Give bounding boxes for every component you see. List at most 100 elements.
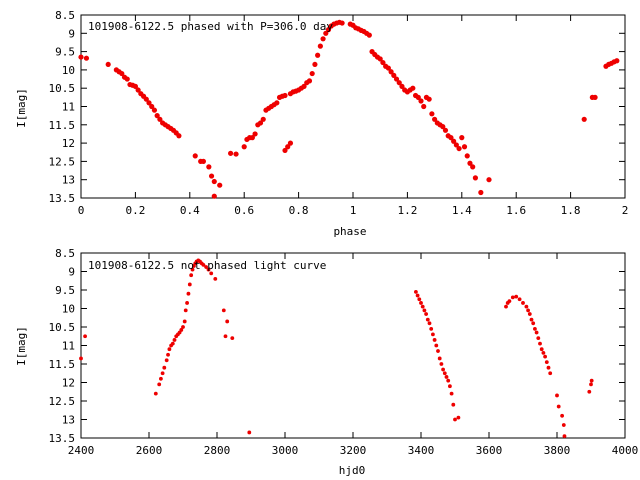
phased-data-point (228, 150, 234, 156)
phased-data-point (309, 70, 315, 77)
phased-y-tick-label: 13.5 (49, 192, 76, 205)
unphased-data-point (526, 308, 530, 313)
phased-data-point (451, 138, 457, 144)
phased-data-point (252, 131, 258, 137)
phased-data-point (282, 92, 288, 99)
unphased-data-point (536, 336, 541, 340)
unphased-data-point (436, 349, 440, 353)
unphased-data-point (157, 382, 162, 387)
phased-data-point (282, 147, 288, 154)
unphased-data-point (514, 294, 519, 299)
unphased-y-tick-label: 10.5 (49, 321, 76, 334)
phased-y-tick-labels: 8.5 9 9.5 10 10.5 11 11.5 12 12.5 13 13.5 (49, 9, 76, 205)
phased-data-point (211, 178, 217, 185)
phased-data-point (132, 83, 138, 89)
phased-data-point (448, 135, 454, 141)
unphased-data-point (444, 375, 449, 379)
unphased-data-point (83, 334, 87, 339)
phased-data-point (320, 36, 326, 42)
unphased-data-point (541, 351, 546, 355)
phased-data-point (391, 72, 397, 78)
unphased-y-tick-label: 13.5 (49, 432, 76, 445)
unphased-data-point (521, 301, 525, 305)
unphased-data-point (164, 358, 169, 363)
phased-data-point (461, 144, 468, 150)
unphased-y-axis-label: I[mag] (15, 326, 28, 366)
phased-data-point (135, 87, 141, 93)
phased-x-tick-label: 0.8 (289, 204, 309, 217)
unphased-y-tick-label: 9 (68, 266, 75, 279)
unphased-light-curve-panel: 2400 2600 2800 3000 3200 3400 3600 3800 4000 8.5… (15, 247, 638, 477)
phased-data-point (312, 61, 318, 68)
phased-y-tick-label: 9 (68, 27, 75, 40)
unphased-data-point (221, 308, 226, 313)
unphased-data-point (429, 326, 434, 331)
unphased-data-point (201, 262, 206, 267)
unphased-y-tick-label: 13 (62, 414, 75, 427)
unphased-data-point (524, 304, 529, 309)
unphased-data-point (533, 326, 537, 331)
unphased-data-point (546, 365, 551, 370)
phased-data-point (388, 69, 394, 75)
unphased-data-point (437, 356, 442, 361)
phased-data-point (410, 85, 416, 91)
unphased-data-point (172, 338, 177, 342)
phased-data-point (317, 43, 323, 49)
phased-y-tick-label: 12.5 (49, 155, 76, 168)
phased-y-tick-label: 10.5 (49, 82, 76, 95)
unphased-data-point (555, 393, 559, 398)
phased-data-point (208, 173, 215, 179)
phased-x-tick-label: 1.8 (561, 204, 581, 217)
phased-data-point (396, 80, 402, 86)
unphased-data-point (439, 362, 444, 366)
phased-data-point (143, 96, 149, 102)
unphased-data-point (189, 273, 194, 278)
phased-data-point (78, 54, 84, 60)
phased-data-point (421, 103, 427, 110)
unphased-data-point (589, 378, 594, 383)
unphased-x-tick-labels: 2400 2600 2800 3000 3200 3400 3600 3800 4000 (68, 444, 639, 457)
unphased-data-point (182, 319, 187, 324)
phased-data-point (124, 76, 130, 82)
phased-data-point (478, 189, 484, 196)
unphased-data-point (414, 289, 418, 294)
unphased-data-point (556, 404, 561, 409)
phased-y-tick-label: 12 (62, 137, 75, 150)
unphased-data-points (79, 258, 594, 439)
unphased-data-point (507, 299, 512, 303)
unphased-data-point (185, 301, 189, 305)
phased-data-point (614, 58, 620, 64)
unphased-y-tick-label: 12 (62, 377, 75, 390)
phased-data-point (486, 177, 492, 183)
unphased-data-point (534, 330, 539, 335)
phased-data-point (339, 20, 345, 26)
phased-x-tick-label: 0 (78, 204, 85, 217)
phased-data-point (464, 153, 470, 159)
phased-data-point (157, 116, 163, 122)
unphased-data-point (186, 291, 191, 296)
unphased-data-point (153, 391, 158, 396)
unphased-data-point (213, 277, 218, 281)
unphased-data-point (160, 371, 165, 376)
phased-data-point (418, 98, 424, 104)
phased-y-tick-label: 11.5 (49, 119, 76, 132)
phased-x-tick-label: 2 (622, 204, 629, 217)
unphased-data-point (425, 317, 430, 322)
unphased-data-point (441, 367, 445, 372)
unphased-data-point (179, 328, 184, 332)
unphased-data-point (543, 354, 547, 359)
phased-data-point (470, 164, 476, 170)
unphased-x-tick-label: 3600 (476, 444, 503, 457)
phased-data-point (146, 100, 152, 106)
phased-y-axis-label: I[mag] (15, 88, 28, 128)
unphased-y-tick-label: 12.5 (49, 395, 76, 408)
unphased-data-point (422, 308, 427, 313)
unphased-chart-title: 101908-6122.5 not phased light curve (88, 259, 326, 272)
unphased-data-point (448, 384, 452, 389)
phased-data-point (105, 61, 111, 68)
unphased-data-point (419, 301, 423, 305)
phased-data-point (274, 100, 280, 106)
unphased-data-point (531, 321, 536, 326)
phased-x-tick-label: 1 (350, 204, 357, 217)
unphased-data-point (424, 312, 428, 316)
